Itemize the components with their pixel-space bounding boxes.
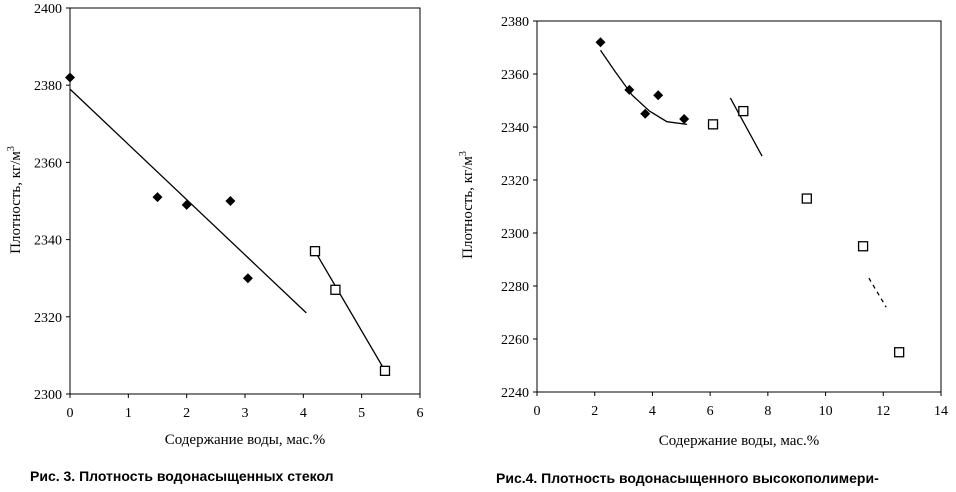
chart-3-y-tick-label: 2360	[34, 156, 62, 171]
chart-4-x-tick-label: 4	[649, 404, 656, 419]
chart-4-y-tick-label: 2240	[501, 386, 529, 401]
chart-3-diamond-point	[152, 192, 163, 203]
chart-4-y-axis-title: Плотность, кг/м3	[458, 151, 476, 259]
chart-4-square-point	[707, 119, 719, 130]
chart-3-square-point	[309, 246, 321, 257]
chart-3-plot-frame	[69, 7, 421, 395]
chart-3-caption: Рис. 3. Плотность водонасыщенных стекол	[30, 468, 334, 484]
chart-3-y-axis-title: Плотность, кг/м3	[6, 146, 24, 254]
chart-3-diamond-point	[65, 72, 75, 83]
chart-3-diamond-point	[242, 273, 253, 284]
chart-4-x-tick-label: 6	[707, 404, 714, 419]
chart-4-x-tick-label: 0	[534, 404, 541, 419]
chart-3-diamond-point	[225, 196, 236, 206]
chart-4-diamond-point	[640, 108, 651, 119]
chart-4-trendline	[599, 49, 688, 126]
chart-3-trendline	[314, 250, 386, 372]
chart-3-x-tick-label: 3	[242, 406, 249, 421]
chart-4-square-point	[738, 105, 749, 117]
chart-3-x-tick-label: 6	[417, 406, 424, 421]
chart-3-x-tick-label: 4	[300, 406, 307, 421]
chart-3-y-tick-label: 2320	[34, 311, 62, 326]
chart-4-y-tick-label: 2320	[501, 174, 529, 189]
chart-3-x-tick-label: 2	[183, 406, 190, 421]
chart-3-diamond-point	[181, 199, 192, 210]
chart-4-y-tick-label: 2280	[501, 280, 529, 295]
chart-4-y-tick-label: 2260	[501, 333, 529, 348]
chart-4-square-point	[857, 241, 869, 252]
chart-4-caption: Рис.4. Плотность водонасыщенного высокоп…	[496, 470, 879, 486]
chart-4-diamond-point	[595, 37, 606, 48]
chart-4-x-tick-label: 10	[819, 404, 833, 419]
chart-4-y-tick-label: 2360	[501, 68, 529, 83]
chart-4-diamond-point	[624, 84, 635, 95]
chart-4-x-tick-label: 8	[764, 404, 771, 419]
chart-4-x-tick-label: 14	[934, 404, 948, 419]
chart-3-y-axis-title-superscript: 3	[6, 146, 17, 151]
chart-4-square-point	[801, 193, 812, 204]
chart-4-y-tick-label: 2300	[501, 227, 529, 242]
chart-3-y-tick-label: 2380	[34, 79, 62, 94]
chart-3-y-tick-label: 2300	[34, 388, 62, 403]
chart-4-diamond-point	[653, 90, 664, 101]
chart-4-x-tick-label: 12	[876, 404, 890, 419]
chart-3-y-tick-label: 2340	[34, 234, 62, 249]
chart-3-trendline	[69, 88, 307, 314]
chart-4-y-axis-title-superscript: 3	[458, 151, 469, 156]
chart-4-trendline	[868, 277, 887, 308]
chart-3-x-tick-label: 1	[125, 406, 132, 421]
chart-4-y-tick-label: 2380	[501, 15, 529, 30]
chart-4-square-point	[894, 347, 905, 358]
chart-4-x-tick-label: 2	[591, 404, 598, 419]
chart-3-x-tick-label: 0	[67, 406, 74, 421]
chart-3-x-axis-title: Содержание воды, мас.%	[165, 432, 326, 448]
chart-4-plot-frame	[536, 20, 942, 393]
chart-3-square-point	[330, 284, 341, 295]
chart-4-x-axis-title: Содержание воды, мас.%	[659, 433, 820, 449]
chart-4-y-tick-label: 2340	[501, 121, 529, 136]
chart-3-square-point	[379, 365, 391, 376]
chart-4-diamond-point	[679, 114, 690, 125]
chart-3-y-tick-label: 2400	[34, 2, 62, 17]
chart-4-trendline	[729, 97, 763, 157]
chart-3-x-tick-label: 5	[358, 406, 365, 421]
